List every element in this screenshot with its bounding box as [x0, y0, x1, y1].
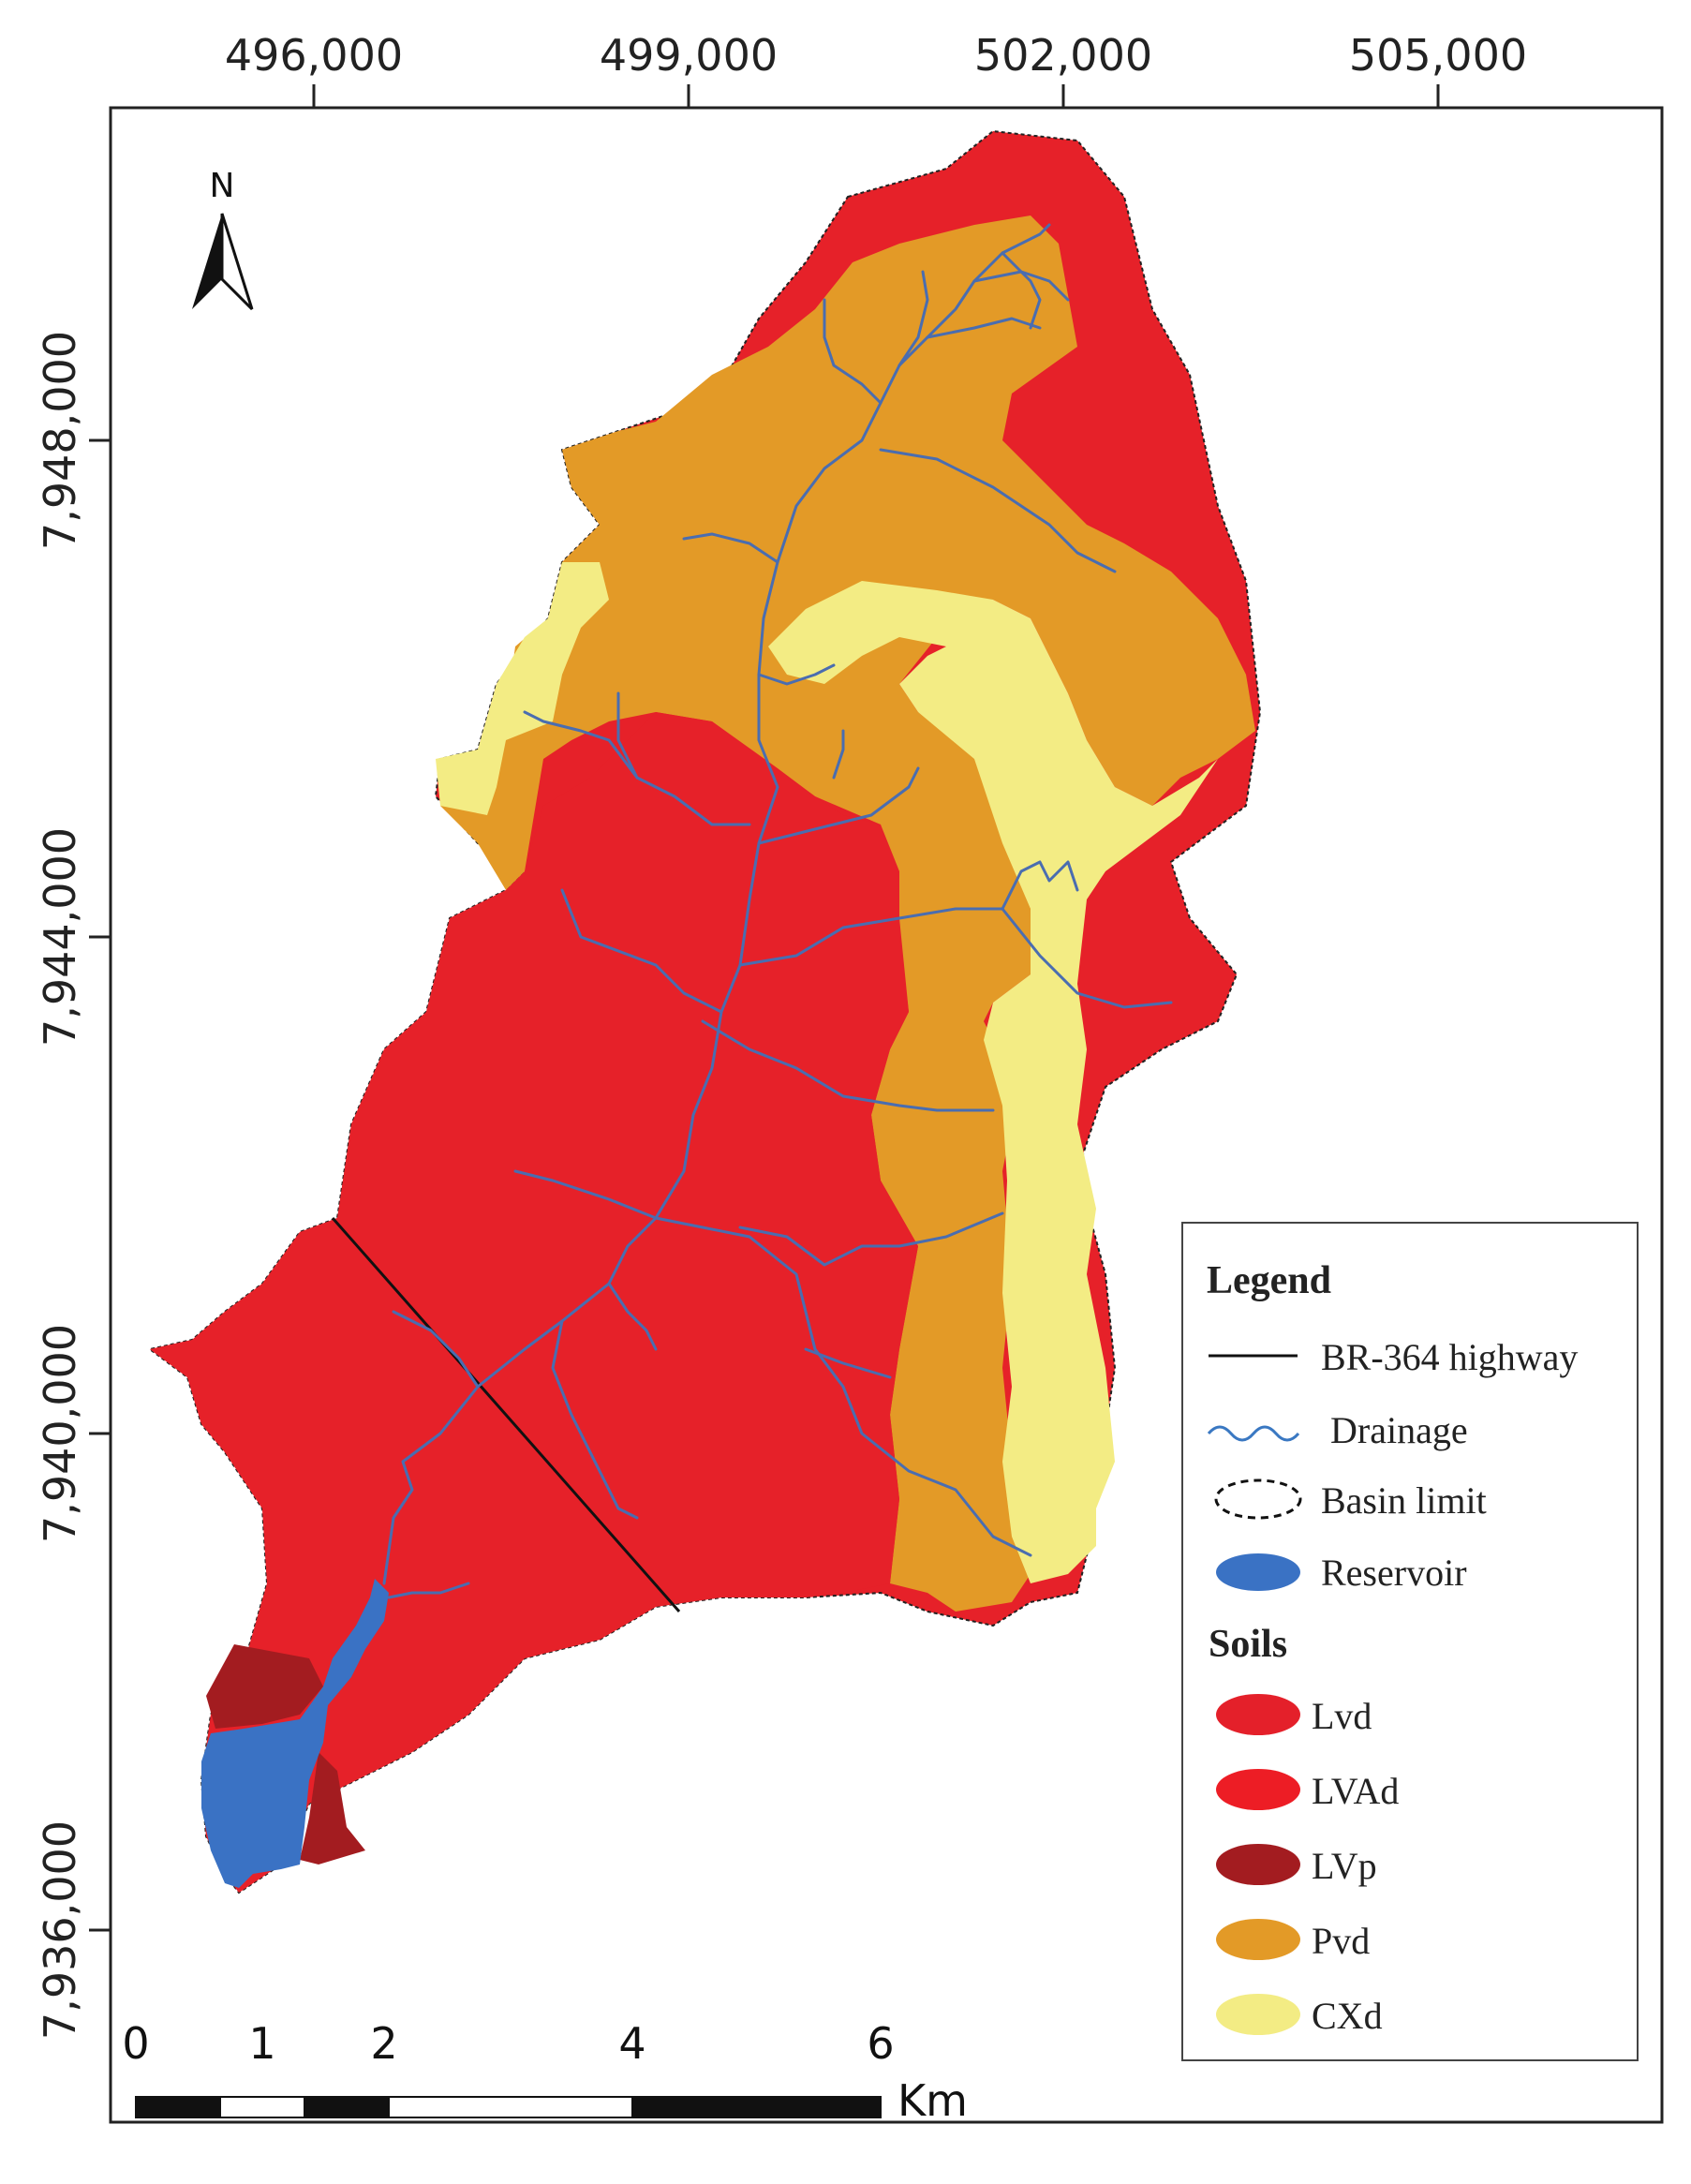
legend-lvad-label: LVAd — [1312, 1770, 1399, 1812]
scale-bar: 0 1 2 4 6 Km — [122, 2018, 968, 2126]
legend-lvd-label: Lvd — [1312, 1695, 1372, 1737]
legend-cxd-label: CXd — [1312, 1995, 1383, 2037]
drainage-branch — [823, 298, 883, 405]
legend-reservoir-label: Reservoir — [1321, 1552, 1467, 1594]
drainage-branch — [897, 270, 929, 367]
scale-label: 6 — [867, 2018, 894, 2069]
drainage-branch — [1001, 860, 1079, 911]
drainage-branch — [757, 663, 836, 686]
scale-label: 1 — [248, 2018, 275, 2069]
legend-basin-symbol — [1214, 1478, 1302, 1520]
legend-basin-label: Basin limit — [1321, 1479, 1487, 1522]
drainage-branch — [682, 532, 779, 564]
scale-segment — [135, 2096, 221, 2118]
x-axis: 496,000 499,000 502,000 505,000 — [225, 30, 1527, 108]
north-label: N — [210, 167, 235, 205]
reservoir-area — [201, 1579, 389, 1888]
scale-label: 0 — [122, 2018, 149, 2069]
scale-segment — [388, 2096, 633, 2118]
scale-label: 2 — [370, 2018, 397, 2069]
drainage-branch — [738, 1211, 1004, 1267]
soil-lvp-patch-lower — [300, 1752, 365, 1865]
drainage-branch — [560, 888, 723, 1014]
soil-red-center — [150, 712, 918, 1893]
scale-label: 4 — [618, 2018, 645, 2069]
highway-line — [331, 1217, 681, 1612]
scale-segment — [219, 2096, 305, 2118]
scale-segment — [304, 2096, 390, 2118]
north-arrow: N — [192, 167, 254, 311]
drainage-branch — [804, 1347, 892, 1379]
legend-drainage-symbol — [1207, 1425, 1300, 1442]
drainage-branch — [513, 1169, 658, 1220]
legend-highway-label: BR-364 highway — [1321, 1336, 1578, 1378]
drainage-branch — [926, 317, 1042, 339]
x-tick-label: 499,000 — [600, 30, 778, 81]
legend-drainage-label: Drainage — [1330, 1409, 1468, 1451]
drainage-branch — [551, 1319, 639, 1520]
y-axis: 7,948,000 7,944,000 7,940,000 7,936,000 — [35, 331, 111, 2040]
drainage-branch — [616, 691, 639, 780]
y-tick-label: 7,936,000 — [35, 1820, 85, 2040]
y-tick-label: 7,948,000 — [35, 331, 85, 550]
drainage-branch — [972, 270, 1070, 302]
drainage-network — [382, 223, 1173, 1599]
drainage-branch — [701, 1019, 995, 1112]
drainage-branch — [738, 907, 1173, 1009]
soil-cxd-region-left — [436, 562, 609, 815]
drainage-branch — [832, 729, 845, 780]
y-tick-label: 7,940,000 — [35, 1324, 85, 1543]
legend-pvd-label: Pvd — [1312, 1920, 1370, 1962]
legend-soils-title: Soils — [1209, 1623, 1287, 1666]
legend-lvp-symbol — [1216, 1844, 1300, 1885]
x-tick-label: 502,000 — [974, 30, 1152, 81]
scale-segment — [631, 2096, 882, 2118]
drainage-branch — [654, 1216, 1032, 1557]
legend-pvd-symbol — [1216, 1919, 1300, 1960]
y-tick-label: 7,944,000 — [35, 827, 85, 1047]
soil-pvd-region — [440, 215, 1255, 1612]
legend-lvd-symbol — [1216, 1694, 1300, 1735]
legend-lvp-label: LVp — [1312, 1845, 1377, 1887]
legend: Legend BR-364 highway Drainage Basin lim… — [1181, 1222, 1639, 2061]
drainage-branch — [757, 766, 920, 845]
north-arrow-left-half — [192, 214, 222, 309]
north-arrow-right-half — [220, 213, 254, 311]
legend-lvad-symbol — [1216, 1769, 1300, 1810]
legend-reservoir-symbol — [1216, 1553, 1300, 1591]
drainage-branch — [879, 448, 1117, 573]
drainage-branch — [1001, 251, 1042, 330]
drainage-branch — [523, 710, 751, 826]
legend-title: Legend — [1207, 1259, 1331, 1302]
drainage-branch — [387, 1582, 470, 1599]
x-tick-label: 496,000 — [225, 30, 403, 81]
soil-cxd-region-right — [768, 581, 1218, 1583]
legend-cxd-symbol — [1216, 1994, 1300, 2035]
drainage-branch — [607, 1282, 658, 1351]
x-tick-label: 505,000 — [1349, 30, 1527, 81]
scale-unit: Km — [897, 2075, 968, 2126]
soil-lvp-patch-upper — [206, 1644, 323, 1729]
drainage-branch — [392, 1310, 480, 1389]
